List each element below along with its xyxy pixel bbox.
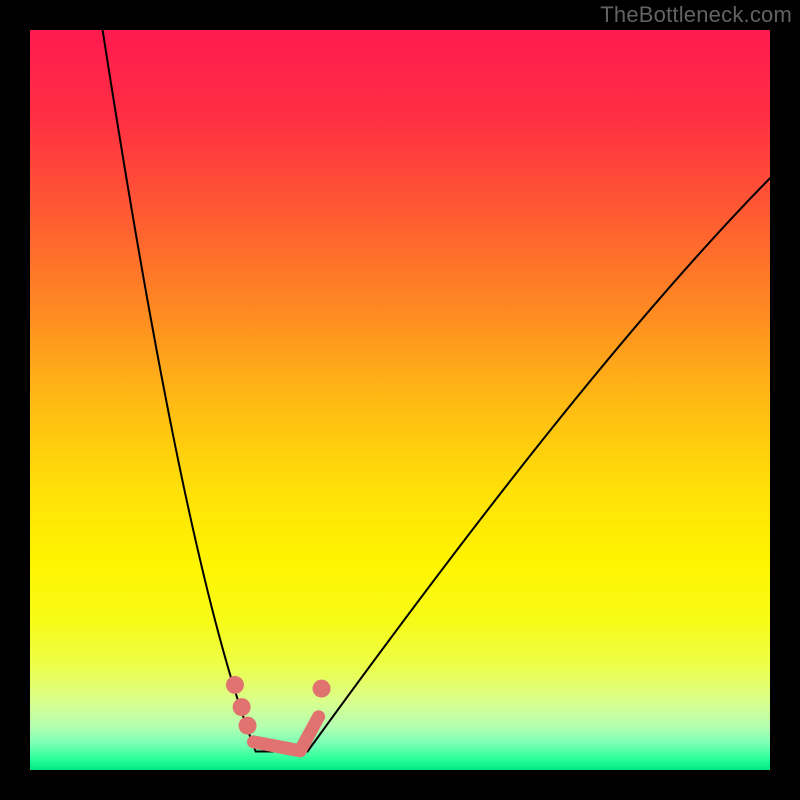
marker-dot	[239, 717, 257, 735]
curve-markers	[226, 676, 331, 751]
plot-area	[30, 30, 770, 770]
bottleneck-curve	[100, 30, 770, 751]
curve-layer	[30, 30, 770, 770]
chart-frame: TheBottleneck.com	[0, 0, 800, 800]
marker-dot	[313, 680, 331, 698]
marker-segment	[300, 717, 319, 751]
watermark-text: TheBottleneck.com	[600, 2, 792, 28]
marker-dot	[233, 698, 251, 716]
marker-segment	[253, 742, 300, 751]
marker-dot	[226, 676, 244, 694]
